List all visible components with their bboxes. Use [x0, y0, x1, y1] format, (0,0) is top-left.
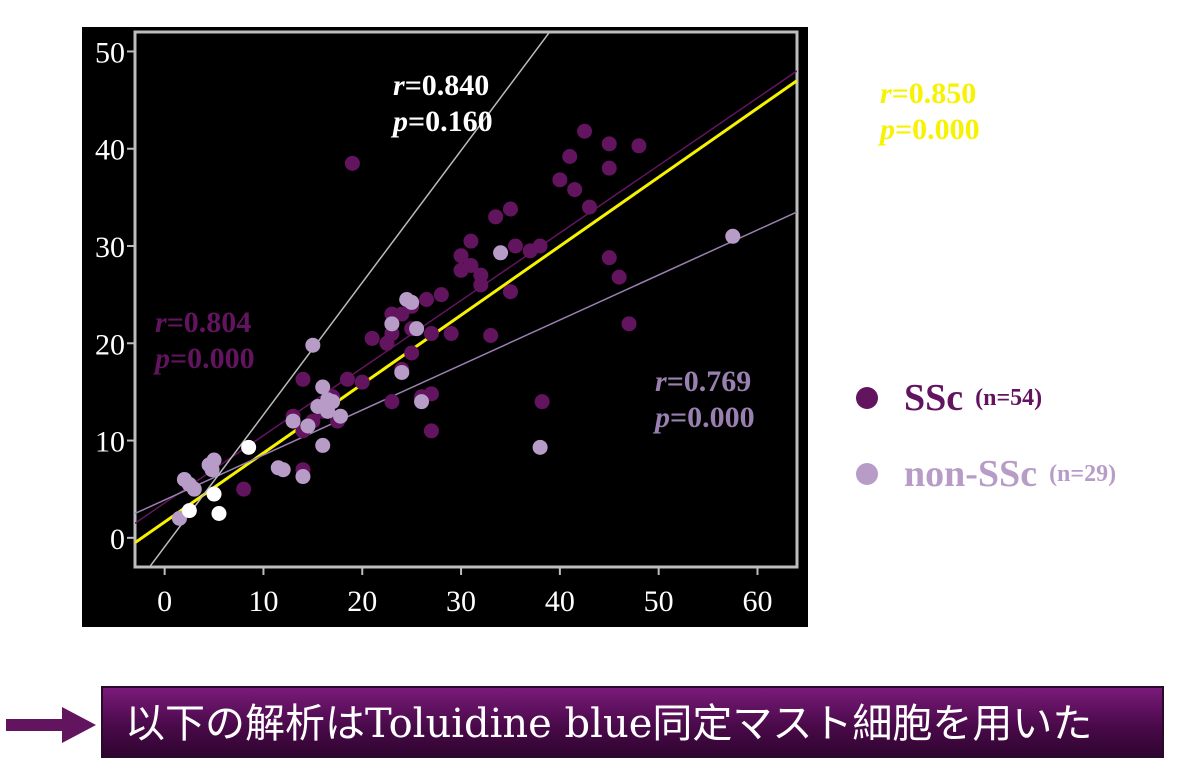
data-point-series-0 [473, 277, 489, 293]
data-point-series-0 [443, 326, 459, 342]
y-tick-label: 0 [110, 523, 125, 556]
x-tick-label: 30 [446, 585, 476, 618]
data-point-series-0 [562, 149, 578, 165]
x-tick-label: 50 [644, 585, 674, 618]
data-point-series-2 [206, 486, 222, 502]
stat-non-ssc: r=0.769 p=0.000 [655, 365, 755, 434]
regression-line-non-SSc [135, 211, 797, 515]
data-point-series-0 [295, 371, 311, 387]
data-point-series-1 [384, 316, 400, 332]
y-tick-label: 20 [95, 328, 125, 361]
data-point-series-0 [453, 248, 469, 264]
right-arrow-icon [6, 707, 96, 743]
data-point-series-1 [414, 394, 430, 410]
data-point-series-1 [295, 469, 311, 485]
caption-text: 以下の解析はToluidine blue同定マスト細胞を用いた [125, 701, 1093, 747]
data-point-series-1 [333, 408, 349, 424]
data-point-series-1 [315, 437, 331, 453]
data-point-series-1 [275, 462, 291, 478]
data-point-series-0 [354, 374, 370, 390]
data-point-series-2 [181, 503, 197, 519]
data-point-series-0 [433, 287, 449, 303]
data-point-series-0 [502, 284, 518, 300]
data-point-series-1 [493, 245, 509, 261]
data-point-series-0 [577, 123, 593, 139]
data-point-series-0 [631, 138, 647, 154]
data-point-series-0 [236, 481, 252, 497]
data-point-series-1 [204, 462, 220, 478]
data-point-series-0 [418, 292, 434, 307]
data-point-series-0 [344, 155, 360, 171]
y-tick-label: 30 [95, 231, 125, 264]
regression-line-white [148, 32, 551, 567]
data-point-series-0 [611, 269, 627, 285]
data-point-series-1 [394, 364, 410, 380]
legend-label-ssc: SSc [904, 377, 964, 419]
legend-item-ssc: SSc (n=54) [856, 376, 1042, 420]
data-point-series-1 [399, 292, 415, 307]
data-point-series-0 [502, 201, 518, 217]
legend-item-non-ssc: non-SSc (n=29) [856, 452, 1116, 496]
data-point-series-1 [532, 439, 548, 455]
data-point-series-0 [532, 238, 548, 254]
data-point-series-1 [725, 228, 741, 244]
data-point-series-0 [601, 250, 617, 266]
data-points [171, 123, 741, 526]
data-point-series-0 [463, 233, 479, 249]
plot-frame [133, 30, 799, 569]
legend-label-non-ssc: non-SSc [904, 453, 1038, 495]
data-point-series-0 [567, 182, 583, 198]
x-tick-label: 10 [248, 585, 278, 618]
data-point-series-0 [364, 330, 380, 346]
legend-n-ssc: (n=54) [975, 384, 1043, 411]
data-point-series-0 [582, 199, 598, 215]
data-point-series-0 [404, 345, 420, 361]
scatter-chart: 0 10 20 30 40 50 60 0 10 20 30 40 50 [95, 30, 799, 618]
x-tick-label: 20 [347, 585, 377, 618]
data-point-series-1 [315, 379, 331, 395]
data-point-series-0 [507, 238, 523, 254]
x-tick-label: 0 [157, 585, 172, 618]
data-point-series-1 [305, 337, 321, 353]
data-point-series-1 [285, 413, 301, 429]
stat-ssc: r=0.804 p=0.000 [155, 306, 255, 375]
data-point-series-0 [601, 136, 617, 152]
regression-line-all [135, 79, 797, 544]
y-tick-label: 10 [95, 426, 125, 459]
plot-area: 0 10 20 30 40 50 60 0 10 20 30 40 50 [82, 27, 808, 627]
data-point-series-0 [384, 394, 400, 410]
legend-marker-ssc [856, 387, 878, 409]
y-tick-label: 40 [95, 134, 125, 167]
data-point-series-0 [621, 316, 637, 332]
data-point-series-1 [300, 418, 316, 434]
data-point-series-0 [534, 394, 550, 410]
data-point-series-0 [423, 423, 439, 439]
data-point-series-0 [552, 172, 568, 188]
data-point-series-1 [186, 481, 202, 497]
data-point-series-1 [320, 403, 336, 419]
data-point-series-0 [339, 371, 355, 387]
data-point-series-0 [379, 335, 395, 351]
data-point-series-2 [211, 506, 227, 521]
data-point-series-0 [483, 327, 499, 343]
data-point-series-0 [601, 160, 617, 176]
data-point-series-0 [423, 326, 439, 342]
x-tick-label: 60 [742, 585, 772, 618]
stat-white: r=0.840 p=0.160 [393, 69, 493, 138]
legend-marker-non-ssc [856, 463, 878, 485]
legend-n-non-ssc: (n=29) [1049, 460, 1117, 487]
x-tick-label: 40 [545, 585, 575, 618]
stat-all: r=0.850 p=0.000 [880, 77, 980, 146]
data-point-series-0 [488, 209, 504, 225]
data-point-series-1 [409, 321, 425, 337]
data-point-series-2 [241, 439, 257, 455]
y-tick-label: 50 [95, 36, 125, 69]
caption-banner: 以下の解析はToluidine blue同定マスト細胞を用いた [101, 686, 1164, 758]
data-point-series-0 [453, 262, 469, 278]
